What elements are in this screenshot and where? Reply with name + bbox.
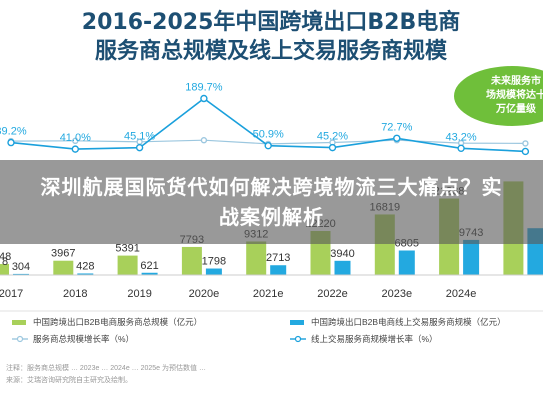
point-online-3 (200, 94, 208, 103)
article-title[interactable]: 深圳航展国际货代如何解决跨境物流三大痛点？实战案例解析 (40, 175, 503, 229)
chart-title-line-2: 服务商总规模及线上交易服务商规模 (95, 38, 448, 64)
rate-label-2024e: 43.2% (445, 131, 476, 143)
online-label-2017: 304 (12, 261, 30, 273)
legend-swatch-0 (12, 320, 26, 325)
rate-label-2018: 41.0% (60, 132, 91, 144)
bar-online-2019 (141, 272, 158, 275)
total-label-2017: 3048 (0, 251, 11, 263)
point-online-2 (135, 143, 144, 152)
lines-layer (7, 94, 530, 156)
legend: 中国跨境出口B2B电商服务商总规模（亿元） 中国跨境出口B2B电商线上交易服务商规… (12, 317, 506, 344)
callout-line-3: 万亿量级 (495, 102, 537, 115)
legend-marker-3 (294, 335, 302, 343)
online-label-2020e: 1798 (202, 256, 226, 268)
bar-total-2019 (117, 255, 138, 275)
x-tick-2022e: 2022e (317, 288, 348, 300)
bar-online-2024e (463, 239, 480, 275)
bar-total-2021e (246, 241, 267, 275)
bar-online-2021e (270, 265, 287, 275)
footnote-source: 来源：艾瑞咨询研究院自主研究及绘制。 (6, 375, 132, 384)
online-label-2021e: 2713 (266, 252, 290, 264)
point-online-0 (7, 138, 15, 147)
rate-label-2021e: 50.9% (253, 129, 284, 141)
x-tick-2021e: 2021e (253, 288, 284, 300)
x-tick-2023e: 2023e (382, 288, 413, 300)
x-tick-2020e: 2020e (189, 288, 220, 300)
rate-label-2023e: 72.7% (381, 121, 412, 133)
online-label-2022e: 3940 (330, 248, 354, 260)
legend-marker-2 (16, 335, 24, 343)
article-title-banner: 深圳航展国际货代如何解决跨境物流三大痛点？实战案例解析 (0, 160, 543, 244)
total-label-2018: 3967 (51, 248, 75, 260)
point-online-1 (71, 145, 80, 153)
point-total-3 (200, 137, 208, 144)
x-axis: 2017 2018 2019 2020e 2021e 2022e 2023e 2024e (0, 274, 543, 312)
legend-label-3: 线上交易服务商规模增长率（%） (311, 334, 438, 344)
partial-label-left: 8 (2, 256, 8, 268)
point-online-8 (521, 147, 530, 156)
x-tick-2024e: 2024e (446, 288, 477, 300)
x-tick-2018: 2018 (63, 288, 87, 300)
callout-line-1: 未来服务市 (490, 74, 541, 87)
point-online-7 (457, 144, 465, 153)
legend-label-2: 服务商总规模增长率（%） (33, 334, 134, 344)
total-label-2019: 5391 (115, 243, 139, 255)
point-online-5 (328, 143, 337, 152)
callout-line-2: 场规模将达十 (486, 88, 543, 101)
callout-bubble: 未来服务市 场规模将达十 万亿量级 (454, 66, 543, 126)
rate-label-2022e: 45.2% (317, 131, 348, 143)
rate-label-2020e: 189.7% (185, 82, 223, 94)
bar-total-2020e (181, 246, 202, 275)
x-tick-2017: 2017 (0, 288, 23, 300)
point-total-8 (522, 140, 529, 147)
legend-label-0: 中国跨境出口B2B电商服务商总规模（亿元） (33, 317, 202, 327)
bar-online-2017 (13, 273, 29, 275)
point-online-4 (264, 141, 272, 150)
legend-swatch-1 (290, 320, 304, 325)
bar-online-2020e (205, 268, 222, 275)
bar-total-2018 (53, 260, 74, 275)
bar-online-2023e (398, 250, 415, 275)
bar-online-2022e (334, 260, 351, 275)
bar-online-2018 (77, 273, 94, 275)
online-label-2018: 428 (76, 260, 94, 272)
online-label-2019: 621 (140, 260, 158, 272)
x-tick-2019: 2019 (127, 288, 151, 300)
rate-label-2017: 39.2% (0, 126, 27, 138)
legend-label-1: 中国跨境出口B2B电商线上交易服务商规模（亿元） (311, 317, 506, 327)
point-online-6 (393, 134, 401, 142)
bar-total-2017 (0, 264, 9, 275)
chart-title-line-1: 2016-2025年中国跨境出口B2B电商 (82, 9, 460, 35)
footnote-line-1: 注释：服务商总规模 … 2023e … 2024e … 2025e 为预估数值 … (6, 363, 206, 372)
rate-label-2019: 45.1% (124, 131, 155, 143)
point-total-1 (72, 137, 79, 145)
